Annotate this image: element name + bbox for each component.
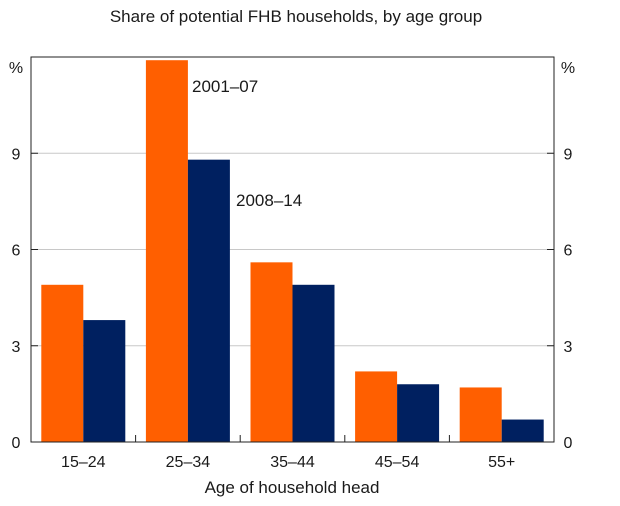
y-axis-left-unit: % bbox=[9, 60, 23, 77]
y-tick-label-right: 6 bbox=[564, 243, 573, 260]
bar-2001-07-1 bbox=[145, 60, 188, 442]
bar-2008-14-1 bbox=[187, 159, 230, 442]
bar-2001-07-2 bbox=[250, 262, 293, 442]
bar-2008-14-3 bbox=[397, 384, 440, 442]
series-label-2008-14: 2008–14 bbox=[236, 191, 302, 210]
bar-2008-14-2 bbox=[292, 284, 335, 442]
x-tick-label: 45–54 bbox=[375, 454, 420, 471]
bar-2008-14-0 bbox=[83, 320, 126, 442]
x-axis-title: Age of household head bbox=[205, 478, 380, 497]
y-axis-right-unit: % bbox=[561, 60, 575, 77]
chart-title: Share of potential FHB households, by ag… bbox=[110, 7, 482, 26]
y-axis-right-labels: 0 3 6 9 bbox=[564, 146, 573, 452]
y-tick-label-right: 9 bbox=[564, 146, 573, 163]
x-tick-label: 55+ bbox=[488, 454, 515, 471]
bar-2001-07-3 bbox=[355, 371, 398, 442]
x-tick-label: 15–24 bbox=[61, 454, 106, 471]
x-axis-labels: 15–24 25–34 35–44 45–54 55+ bbox=[61, 454, 515, 471]
x-tick-label: 35–44 bbox=[270, 454, 315, 471]
y-tick-label-left: 6 bbox=[12, 243, 21, 260]
y-tick-label-right: 3 bbox=[564, 339, 573, 356]
bar-2001-07-0 bbox=[41, 284, 84, 442]
y-tick-label-left: 3 bbox=[12, 339, 21, 356]
bars bbox=[41, 60, 544, 442]
axis-ticks bbox=[31, 152, 554, 443]
y-tick-label-left: 0 bbox=[12, 435, 21, 452]
series-label-2001-07: 2001–07 bbox=[192, 77, 258, 96]
y-axis-left-labels: 0 3 6 9 bbox=[12, 146, 21, 452]
y-tick-label-left: 9 bbox=[12, 146, 21, 163]
bar-2008-14-4 bbox=[501, 419, 544, 442]
x-tick-label: 25–34 bbox=[166, 454, 211, 471]
bar-2001-07-4 bbox=[459, 387, 502, 442]
y-tick-label-right: 0 bbox=[564, 435, 573, 452]
